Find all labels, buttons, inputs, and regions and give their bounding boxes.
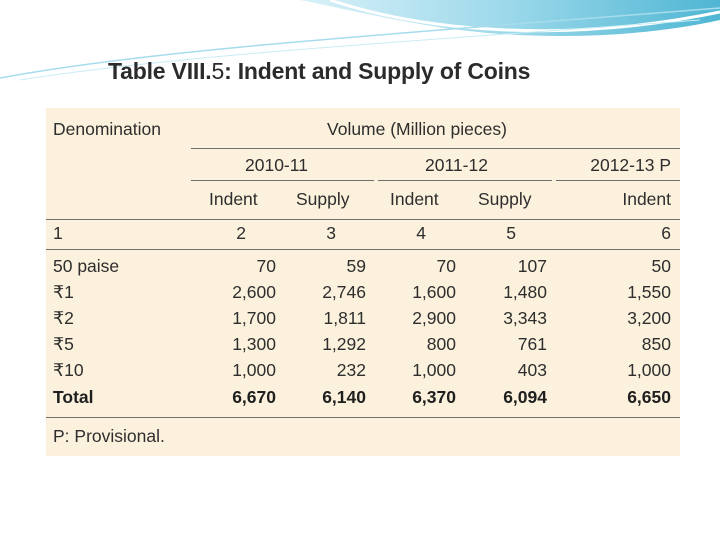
row-label: ₹5 <box>53 334 74 354</box>
total-cell: 6,650 <box>627 387 671 407</box>
decorative-header-swoosh <box>0 0 720 81</box>
row-label: ₹2 <box>53 308 74 328</box>
subhead-supply-2: Supply <box>478 189 532 209</box>
total-cell: 6,370 <box>412 387 456 407</box>
table-title: Table VIII.5: Indent and Supply of Coins <box>108 58 530 85</box>
total-cell: 6,670 <box>232 387 276 407</box>
table-cell: 1,000 <box>412 360 456 380</box>
table-cell: 800 <box>426 334 456 354</box>
table-cell: 1,300 <box>232 334 276 354</box>
table-cell: 1,292 <box>322 334 366 354</box>
header-volume: Volume (Million pieces) <box>327 119 507 139</box>
colnum-4: 4 <box>416 223 426 243</box>
footnote: P: Provisional. <box>53 426 165 446</box>
row-label: ₹10 <box>53 360 84 380</box>
table-cell: 232 <box>336 360 366 380</box>
table-cell: 1,000 <box>627 360 671 380</box>
title-main: Table VIII. <box>108 58 212 84</box>
table-cell: 50 <box>651 256 671 276</box>
subhead-supply-1: Supply <box>296 189 350 209</box>
table-cell: 2,900 <box>412 308 456 328</box>
total-cell: 6,140 <box>322 387 366 407</box>
table-cell: 1,700 <box>232 308 276 328</box>
subhead-indent-1: Indent <box>209 189 258 209</box>
year-2010-11: 2010-11 <box>245 155 308 175</box>
table-cell: 761 <box>517 334 547 354</box>
table-cell: 70 <box>256 256 276 276</box>
table-cell: 70 <box>436 256 456 276</box>
title-number: 5 <box>211 58 225 84</box>
colnum-rule <box>46 249 680 250</box>
table-cell: 3,343 <box>503 308 547 328</box>
year-2011-12: 2011-12 <box>425 155 488 175</box>
subhead-rule <box>46 219 680 220</box>
header-rule <box>191 148 680 149</box>
total-cell: 6,094 <box>503 387 547 407</box>
table-cell: 1,600 <box>412 282 456 302</box>
colnum-3: 3 <box>326 223 336 243</box>
colnum-2: 2 <box>236 223 246 243</box>
year-rule-2 <box>378 180 552 181</box>
colnum-5: 5 <box>506 223 516 243</box>
year-rule-1 <box>191 180 374 181</box>
subhead-indent-3: Indent <box>622 189 671 209</box>
total-label: Total <box>53 387 94 407</box>
table-cell: 1,811 <box>323 308 367 328</box>
table-cell: 3,200 <box>627 308 671 328</box>
year-rule-3 <box>556 180 680 181</box>
table-cell: 1,550 <box>627 282 671 302</box>
header-denomination: Denomination <box>53 119 161 139</box>
row-label: 50 paise <box>53 256 120 276</box>
colnum-1: 1 <box>53 223 63 243</box>
coin-table: Denomination Volume (Million pieces) 201… <box>46 108 680 456</box>
row-label: ₹1 <box>53 282 74 302</box>
year-2012-13: 2012-13 P <box>590 155 671 175</box>
table-cell: 850 <box>641 334 671 354</box>
colnum-6: 6 <box>661 223 671 243</box>
table-cell: 1,000 <box>232 360 276 380</box>
title-rest: : Indent and Supply of Coins <box>224 58 531 84</box>
subhead-indent-2: Indent <box>390 189 439 209</box>
footer-rule <box>46 417 680 418</box>
table-cell: 1,480 <box>503 282 547 302</box>
table-cell: 403 <box>517 360 547 380</box>
table-cell: 107 <box>517 256 547 276</box>
table-cell: 2,600 <box>232 282 276 302</box>
table-cell: 2,746 <box>322 282 366 302</box>
table-cell: 59 <box>346 256 366 276</box>
